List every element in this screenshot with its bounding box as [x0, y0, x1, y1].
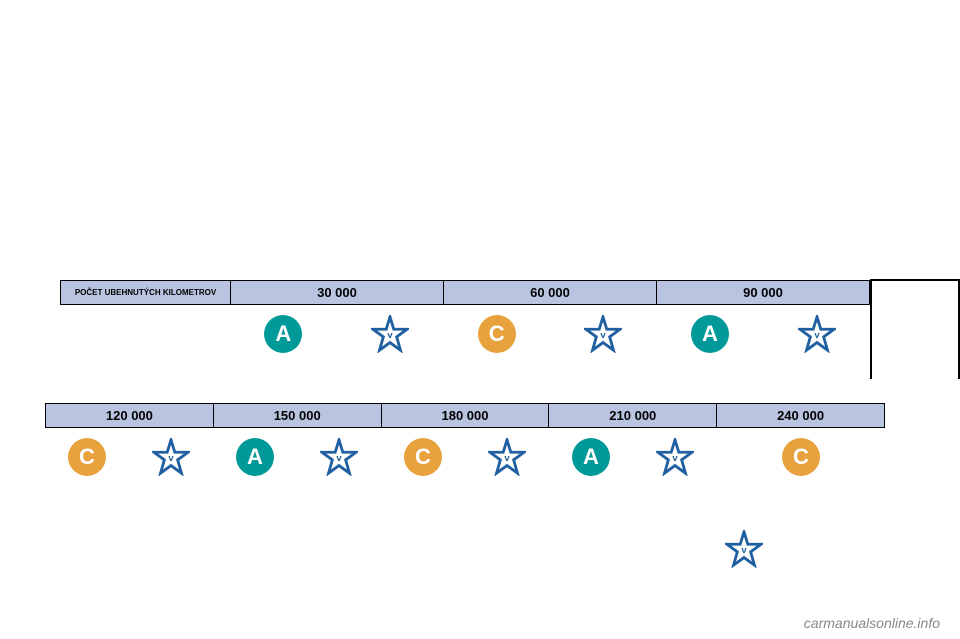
icon-slot: A v	[213, 438, 381, 476]
header-cell: 180 000	[382, 404, 550, 427]
header-cell: 210 000	[549, 404, 717, 427]
icon-slot: A v	[657, 315, 870, 353]
svg-text:v: v	[168, 453, 174, 464]
header-cell: 60 000	[444, 281, 657, 304]
badge-c-icon: C	[782, 438, 820, 476]
icons-row-2: C v A v C v A v C	[45, 438, 885, 476]
icon-slot: C v	[443, 315, 656, 353]
connector-box	[870, 279, 960, 379]
svg-text:v: v	[504, 453, 510, 464]
badge-a-icon: A	[572, 438, 610, 476]
badge-c-icon: C	[478, 315, 516, 353]
star-icon: v	[371, 315, 409, 353]
header-cell: 120 000	[46, 404, 214, 427]
header-cell: 240 000	[717, 404, 884, 427]
badge-c-icon: C	[68, 438, 106, 476]
icon-slot: C	[717, 438, 885, 476]
badge-a-icon: A	[236, 438, 274, 476]
icon-slot: C v	[381, 438, 549, 476]
star-icon: v	[584, 315, 622, 353]
row-label: POČET UBEHNUTÝCH KILOMETROV	[61, 281, 231, 304]
header-cell: 30 000	[231, 281, 444, 304]
star-icon: v	[488, 438, 526, 476]
svg-text:v: v	[814, 330, 820, 341]
svg-text:v: v	[601, 330, 607, 341]
icon-slot: C v	[45, 438, 213, 476]
badge-c-icon: C	[404, 438, 442, 476]
icons-row-1: A v C v A v	[60, 315, 870, 353]
star-icon: v	[320, 438, 358, 476]
badge-a-icon: A	[691, 315, 729, 353]
svg-text:v: v	[672, 453, 678, 464]
header-cell: 150 000	[214, 404, 382, 427]
star-icon: v	[725, 530, 763, 568]
svg-text:v: v	[741, 545, 747, 556]
badge-a-icon: A	[264, 315, 302, 353]
icon-slot: A v	[230, 315, 443, 353]
svg-text:v: v	[387, 330, 393, 341]
icon-slot: A v	[549, 438, 717, 476]
star-icon: v	[798, 315, 836, 353]
header-cell: 90 000	[657, 281, 869, 304]
header-row-1: POČET UBEHNUTÝCH KILOMETROV 30 000 60 00…	[60, 280, 870, 305]
header-row-2: 120 000 150 000 180 000 210 000 240 000	[45, 403, 885, 428]
svg-text:v: v	[336, 453, 342, 464]
star-icon: v	[656, 438, 694, 476]
star-icon: v	[152, 438, 190, 476]
watermark: carmanualsonline.info	[804, 615, 940, 631]
